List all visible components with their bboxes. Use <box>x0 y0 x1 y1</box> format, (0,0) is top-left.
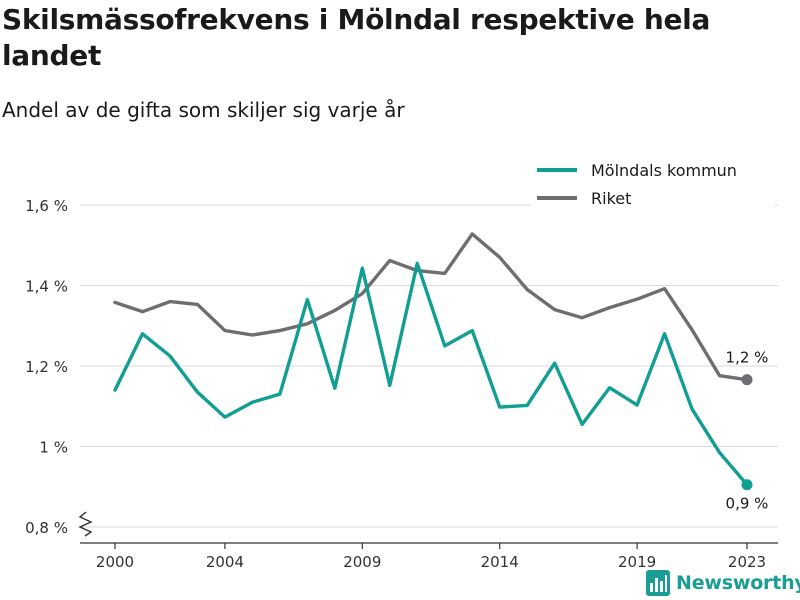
y-tick-label: 1,4 % <box>25 278 68 296</box>
x-tick-labels: 2000 2004 2009 2014 2019 2023 <box>96 543 766 571</box>
series-line-molndal <box>113 261 749 487</box>
x-tick-label: 2014 <box>481 553 519 571</box>
y-tick-label: 0,8 % <box>25 519 68 537</box>
legend: Mölndals kommun Riket <box>531 150 775 208</box>
end-label-riket: 1,2 % <box>726 349 769 367</box>
newsworthy-logo: Newsworthy <box>646 568 800 598</box>
y-tick-label: 1,2 % <box>25 358 68 376</box>
legend-label-riket: Riket <box>591 189 631 208</box>
bar-chart-icon <box>646 570 670 596</box>
y-axis: 0,8 % 1 % 1,2 % 1,4 % 1,6 % <box>25 197 68 537</box>
brand-name: Newsworthy <box>676 572 800 594</box>
y-tick-label: 1,6 % <box>25 197 68 215</box>
end-label-molndal: 0,9 % <box>726 495 769 513</box>
grid-lines <box>80 204 778 528</box>
x-tick-label: 2004 <box>206 553 244 571</box>
x-tick-label: 2000 <box>96 553 134 571</box>
axis-break-icon <box>78 511 93 537</box>
legend-label-molndal: Mölndals kommun <box>591 161 737 180</box>
x-tick-label: 2009 <box>343 553 381 571</box>
series-lines: 1,2 % 0,9 % <box>113 232 769 513</box>
x-tick-label: 2023 <box>728 553 766 571</box>
x-tick-label: 2019 <box>618 553 656 571</box>
series-line-riket <box>113 232 749 382</box>
end-point-riket <box>741 374 753 386</box>
end-point-molndal <box>741 479 753 491</box>
chart-title: Skilsmässofrekvens i Mölndal respektive … <box>2 3 711 72</box>
x-axis <box>78 511 778 544</box>
chart-subtitle: Andel av de gifta som skiljer sig varje … <box>2 98 405 122</box>
y-tick-label: 1 % <box>39 439 68 457</box>
